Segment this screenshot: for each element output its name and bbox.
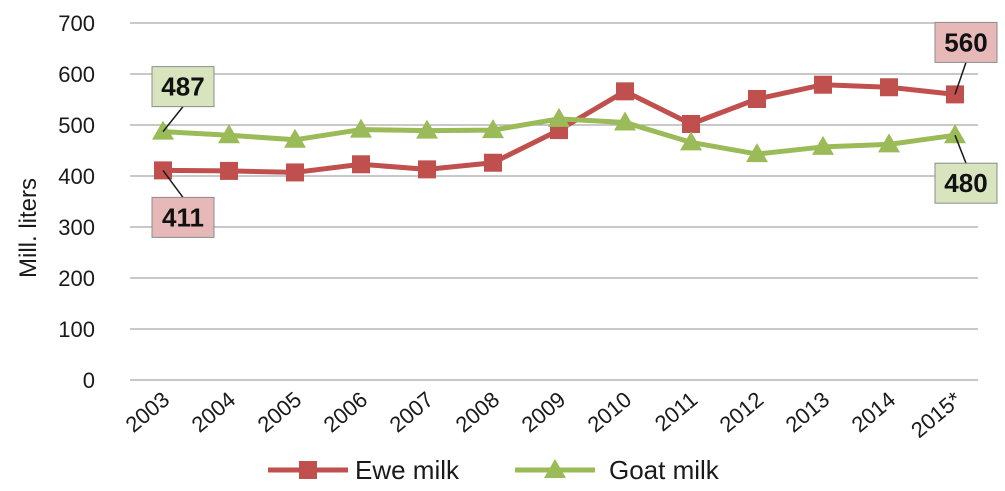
callout-leader xyxy=(162,106,184,133)
legend-item: Ewe milk xyxy=(268,455,460,485)
data-point xyxy=(482,119,504,139)
y-tick-label: 0 xyxy=(83,368,95,393)
callout-leader xyxy=(954,62,967,95)
y-tick-label: 600 xyxy=(58,62,95,87)
legend-label: Goat milk xyxy=(609,455,720,485)
data-point xyxy=(880,78,898,97)
x-tick-label: 2014 xyxy=(847,387,901,438)
data-point xyxy=(746,143,768,163)
callout: 560 xyxy=(934,21,998,95)
data-label: 560 xyxy=(944,27,987,57)
x-tick-label: 2008 xyxy=(451,387,505,438)
x-tick-label: 2005 xyxy=(253,387,307,438)
data-point xyxy=(814,75,832,94)
data-point xyxy=(680,131,702,151)
callout-box xyxy=(934,21,998,63)
data-point xyxy=(418,160,436,179)
callout: 487 xyxy=(151,66,215,133)
data-point xyxy=(220,161,238,180)
data-label: 480 xyxy=(944,168,987,198)
x-tick-label: 2009 xyxy=(517,387,571,438)
x-tick-label: 2013 xyxy=(781,387,835,438)
data-point xyxy=(484,153,502,172)
callout-box xyxy=(934,162,998,204)
x-tick-label: 2004 xyxy=(187,387,241,438)
x-tick-label: 2012 xyxy=(715,387,769,438)
data-point xyxy=(616,82,634,101)
y-axis-tick-labels: 0 100 200 300 400 500 600 700 xyxy=(58,11,95,393)
data-point xyxy=(878,133,900,153)
legend-item: Goat milk xyxy=(515,455,720,485)
y-axis-label: Mill. liters xyxy=(15,178,42,278)
data-point xyxy=(748,89,766,108)
callout-box xyxy=(151,66,215,108)
y-tick-label: 200 xyxy=(58,266,95,291)
data-point xyxy=(286,163,304,182)
y-tick-label: 400 xyxy=(58,164,95,189)
callout: 480 xyxy=(934,134,998,204)
callout-leader xyxy=(954,134,967,164)
x-axis-tick-labels: 2003 2004 2005 2006 2007 2008 2009 2010 2011 2012… xyxy=(121,386,967,442)
data-point xyxy=(944,124,966,144)
series-lines xyxy=(152,75,966,182)
series-0 xyxy=(154,75,964,182)
data-point xyxy=(614,111,636,131)
legend: Ewe milk Goat milk xyxy=(268,455,720,485)
x-tick-label: 2010 xyxy=(583,387,637,438)
x-tick-label: 2011 xyxy=(650,387,702,437)
data-label: 487 xyxy=(161,72,204,102)
y-tick-label: 700 xyxy=(58,11,95,36)
y-tick-label: 300 xyxy=(58,215,95,240)
data-point xyxy=(352,155,370,174)
gridlines xyxy=(130,22,978,381)
data-point xyxy=(682,114,700,133)
callout-box xyxy=(151,196,215,238)
data-label: 411 xyxy=(162,202,204,232)
series-1 xyxy=(152,107,966,163)
data-point xyxy=(284,128,306,148)
y-tick-label: 100 xyxy=(58,317,95,342)
y-tick-label: 500 xyxy=(58,113,95,138)
data-point xyxy=(350,118,372,138)
x-tick-label: 2006 xyxy=(319,387,373,438)
data-point xyxy=(218,124,240,144)
data-callouts: 411 487 560 480 xyxy=(151,21,998,238)
data-point xyxy=(416,119,438,139)
callout: 411 xyxy=(151,169,215,238)
data-point xyxy=(812,135,834,155)
legend-marker xyxy=(299,461,317,479)
x-tick-label: 2015* xyxy=(906,386,966,442)
callout-leader xyxy=(162,169,184,198)
x-tick-label: 2007 xyxy=(385,387,439,438)
legend-marker xyxy=(544,459,566,478)
data-point xyxy=(548,107,570,127)
legend-label: Ewe milk xyxy=(355,455,460,485)
data-point xyxy=(152,120,174,140)
x-tick-label: 2003 xyxy=(121,387,175,438)
